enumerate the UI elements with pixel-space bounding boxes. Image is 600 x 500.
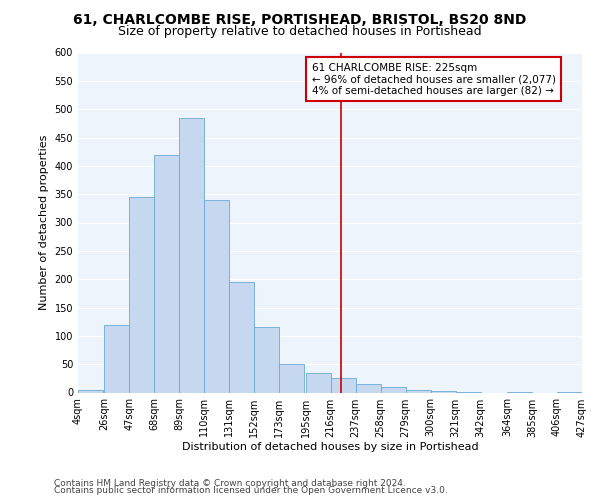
Bar <box>129 197 154 392</box>
Bar <box>179 118 204 392</box>
Bar <box>331 378 356 392</box>
X-axis label: Distribution of detached houses by size in Portishead: Distribution of detached houses by size … <box>182 442 478 452</box>
Bar <box>154 154 179 392</box>
Text: 61, CHARLCOMBE RISE, PORTISHEAD, BRISTOL, BS20 8ND: 61, CHARLCOMBE RISE, PORTISHEAD, BRISTOL… <box>73 12 527 26</box>
Bar <box>254 328 280 392</box>
Bar <box>204 200 229 392</box>
Bar <box>104 324 129 392</box>
Bar <box>78 390 103 392</box>
Y-axis label: Number of detached properties: Number of detached properties <box>39 135 49 310</box>
Bar <box>380 387 406 392</box>
Bar <box>356 384 380 392</box>
Text: Contains HM Land Registry data © Crown copyright and database right 2024.: Contains HM Land Registry data © Crown c… <box>54 478 406 488</box>
Bar <box>406 390 431 392</box>
Text: Contains public sector information licensed under the Open Government Licence v3: Contains public sector information licen… <box>54 486 448 495</box>
Text: Size of property relative to detached houses in Portishead: Size of property relative to detached ho… <box>118 25 482 38</box>
Bar <box>229 282 254 393</box>
Text: 61 CHARLCOMBE RISE: 225sqm
← 96% of detached houses are smaller (2,077)
4% of se: 61 CHARLCOMBE RISE: 225sqm ← 96% of deta… <box>311 62 556 96</box>
Bar <box>305 372 331 392</box>
Bar <box>280 364 304 392</box>
